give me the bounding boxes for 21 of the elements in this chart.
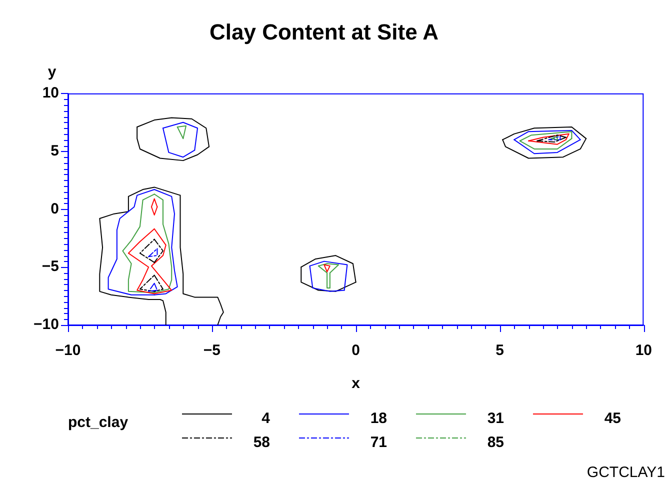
- y-tick-label: −10: [34, 316, 59, 334]
- chart-title: Clay Content at Site A: [210, 19, 439, 44]
- y-axis-title: y: [48, 64, 57, 81]
- text: GCTCLAY1: [586, 464, 665, 482]
- x-tick-label: −5: [203, 342, 220, 360]
- legend-label: 4: [260, 410, 270, 428]
- legend-title: pct_clay: [68, 414, 128, 432]
- y-tick-label: 5: [50, 142, 59, 160]
- x-tick-label: 0: [352, 342, 360, 360]
- y-tick-label: 10: [42, 84, 59, 102]
- legend-label: 45: [603, 410, 621, 428]
- legend-label: 18: [369, 410, 387, 428]
- legend-label: 58: [252, 434, 270, 452]
- legend-label: 71: [369, 434, 387, 452]
- x-tick-label: 10: [635, 342, 652, 360]
- x-axis-title: x: [352, 375, 361, 392]
- y-tick-label: −5: [42, 258, 59, 276]
- y-tick-label: 0: [50, 200, 59, 218]
- x-tick-label: 5: [496, 342, 504, 360]
- legend-label: 85: [486, 434, 504, 452]
- legend-label: 31: [486, 410, 504, 428]
